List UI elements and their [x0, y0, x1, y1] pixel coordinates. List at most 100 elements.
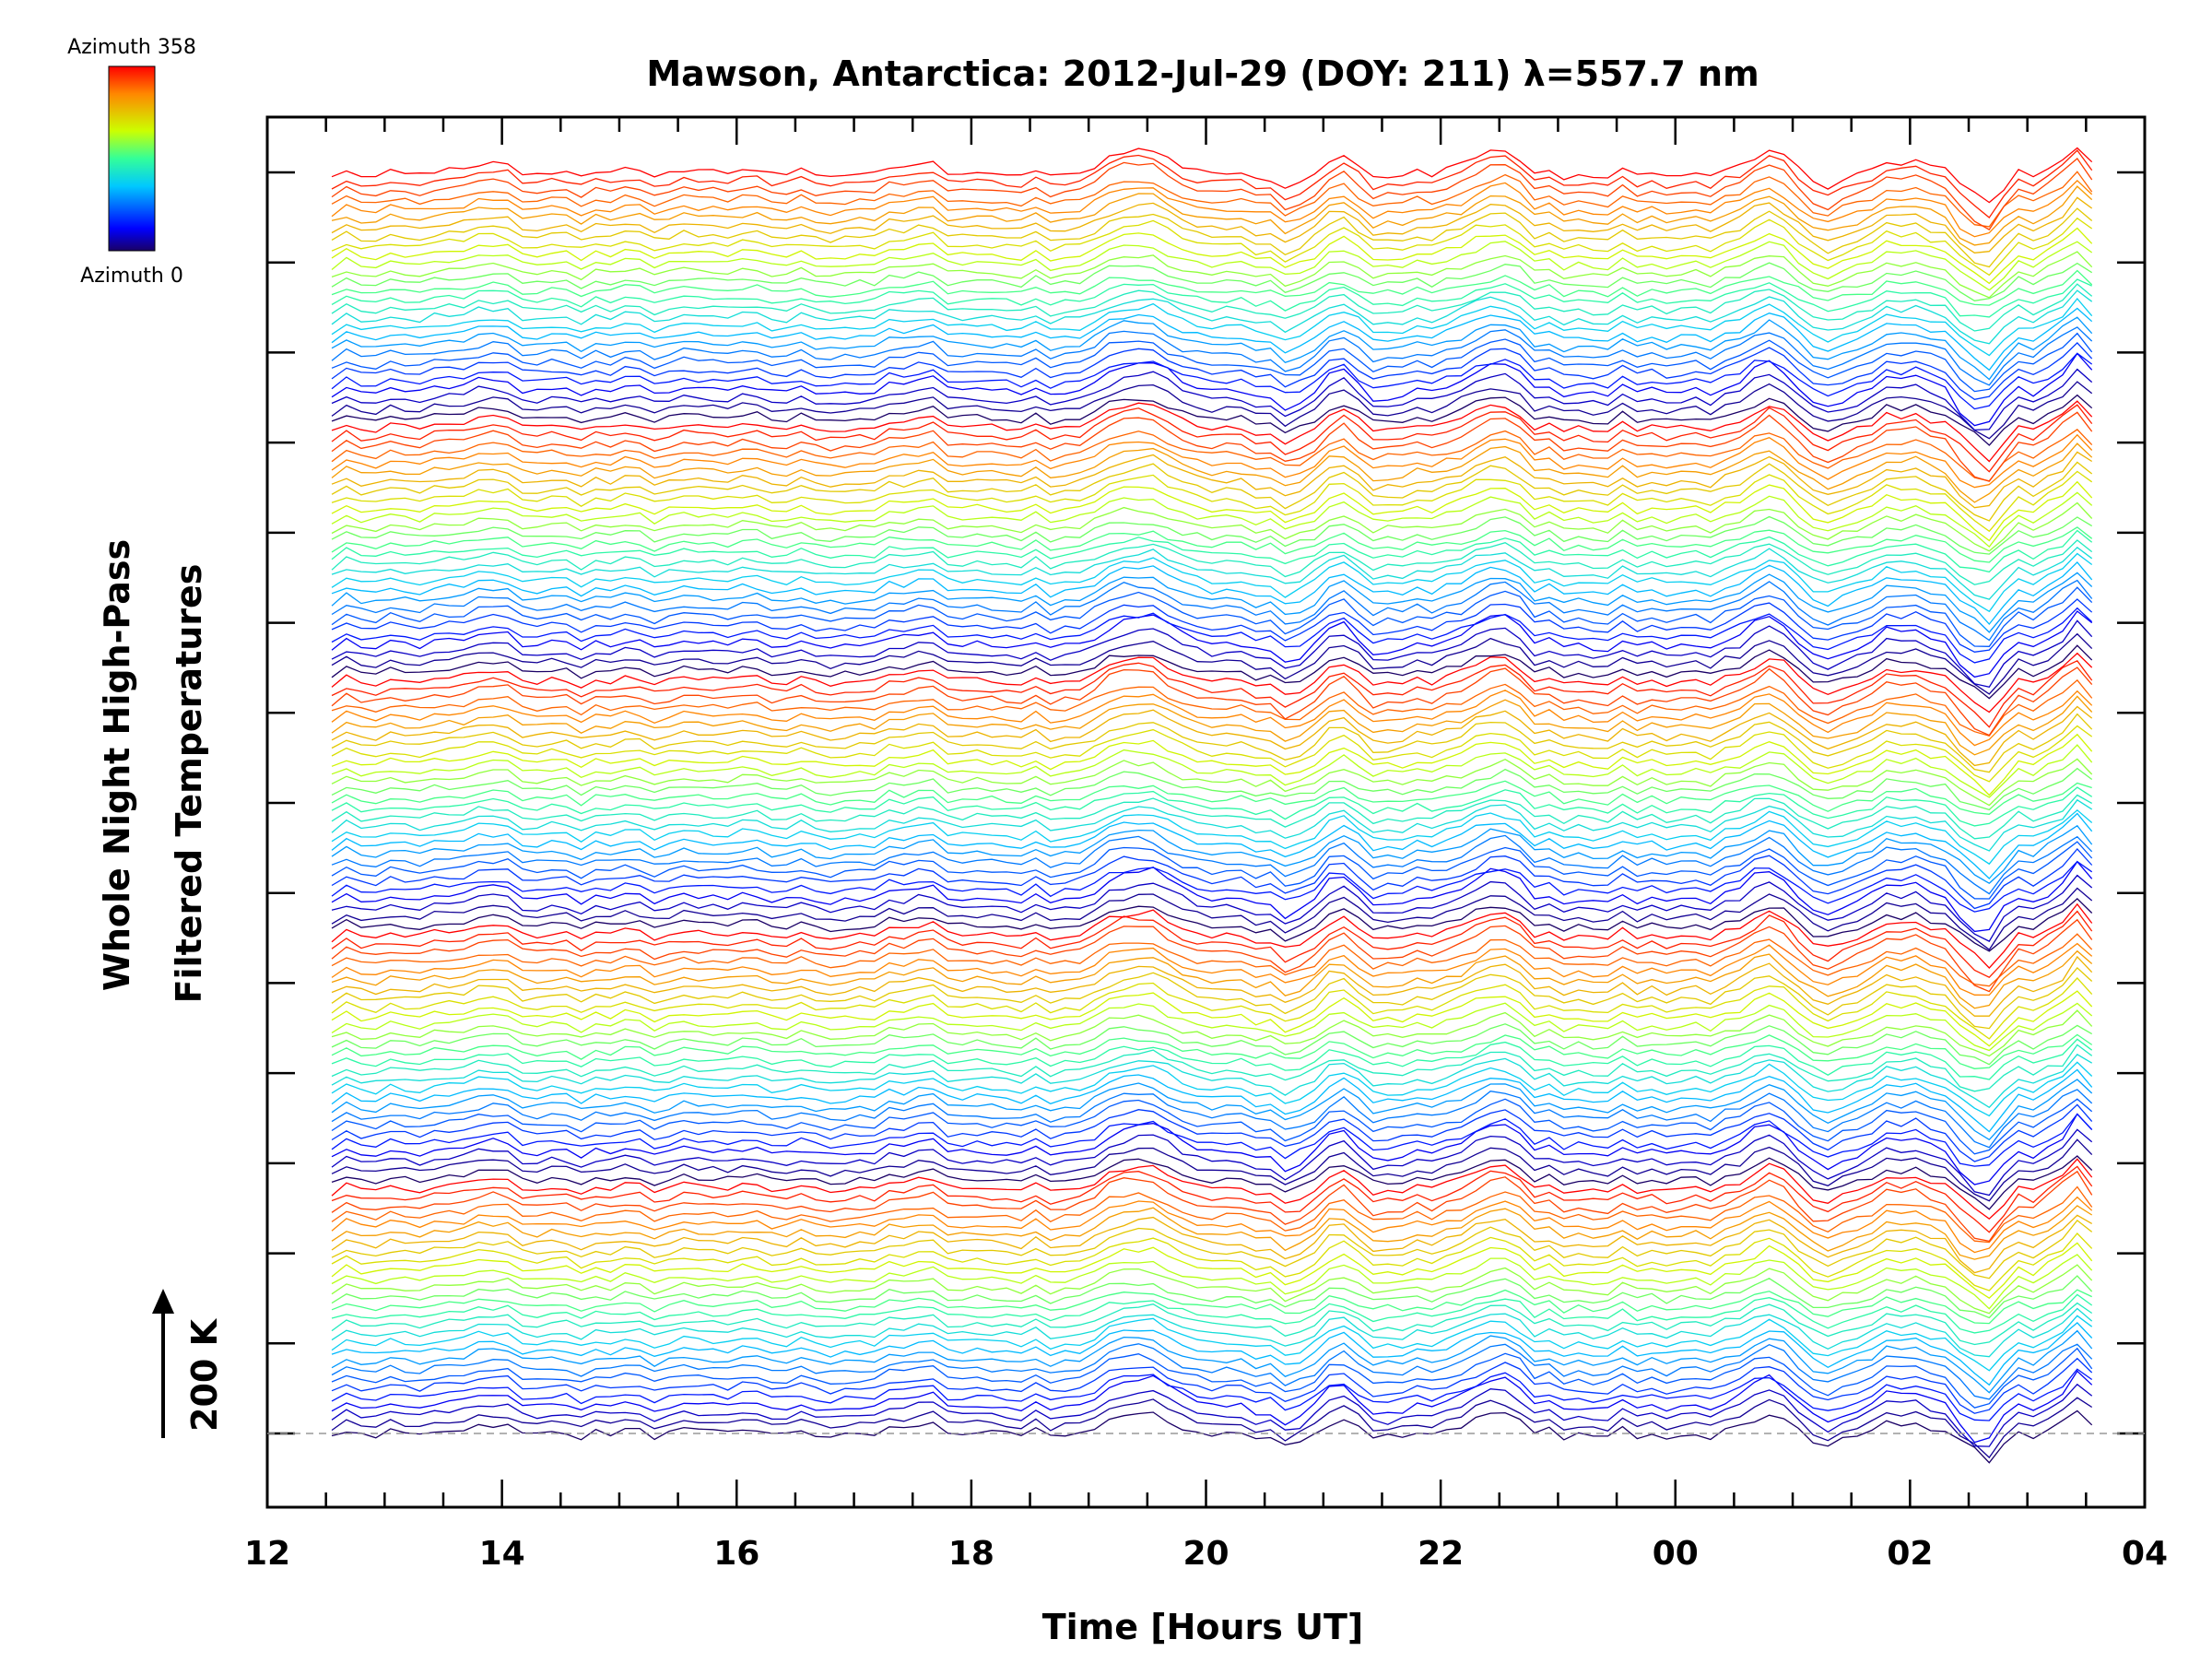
series-line: [331, 695, 2093, 756]
series-line: [331, 158, 2093, 230]
series-line: [331, 841, 2093, 900]
series-line: [331, 400, 2093, 463]
series-line: [331, 1289, 2092, 1325]
series-line: [331, 955, 2093, 1017]
y-axis-label: Whole Night High-Pass Filtered Temperatu…: [97, 539, 209, 1003]
colorbar: Azimuth 358 Azimuth 0: [67, 36, 196, 288]
series-line: [331, 780, 2092, 815]
series-line: [331, 147, 2093, 204]
series-line: [331, 1329, 2093, 1394]
series-line: [331, 767, 2093, 811]
series-line: [331, 874, 2093, 942]
series-line: [331, 918, 2093, 993]
x-tick-label: 22: [1418, 1535, 1464, 1573]
series-line: [331, 1307, 2093, 1358]
series-line: [331, 552, 2093, 613]
series-line: [331, 1158, 2093, 1221]
series-line: [331, 1068, 2093, 1133]
series-line: [331, 808, 2093, 866]
series-line: [331, 352, 2093, 410]
series-line: [331, 1170, 2093, 1243]
series-line: [331, 579, 2093, 642]
series-line: [331, 1002, 2093, 1052]
series-line: [331, 942, 2093, 997]
series-line: [331, 1368, 2093, 1421]
series-line: [331, 1038, 2093, 1080]
series-line: [331, 1219, 2093, 1280]
series-line: [331, 1128, 2093, 1197]
series-line: [331, 572, 2093, 633]
series-line: [331, 1293, 2093, 1334]
series-line: [331, 1233, 2093, 1291]
series-group: [331, 147, 2093, 1464]
plot-area: [267, 117, 2145, 1507]
x-axis-label: Time [Hours UT]: [1042, 1607, 1364, 1647]
colorbar-max-label: Azimuth 358: [67, 36, 196, 59]
series-line: [331, 786, 2093, 827]
series-line: [331, 185, 2093, 246]
series-line: [331, 713, 2093, 773]
x-tick-label: 00: [1653, 1535, 1699, 1573]
series-line: [331, 848, 2093, 910]
series-line: [331, 1113, 2093, 1185]
x-tick-label: 20: [1182, 1535, 1229, 1573]
series-line: [331, 1089, 2093, 1149]
series-line: [331, 404, 2093, 473]
series-line: [331, 289, 2093, 345]
series-line: [331, 644, 2093, 700]
series-line: [331, 933, 2093, 987]
series-line: [331, 666, 2093, 737]
series-line: [331, 705, 2093, 767]
series-line: [331, 1113, 2093, 1167]
scale-bar-arrow-head: [152, 1289, 174, 1314]
x-tick-label: 12: [244, 1535, 290, 1573]
series-line: [331, 1343, 2093, 1400]
series-line: [331, 725, 2093, 783]
series-line: [331, 1370, 2093, 1444]
series-line: [331, 949, 2093, 1009]
series-line: [331, 411, 2093, 482]
series-line: [331, 1103, 2093, 1162]
x-tick-label: 02: [1887, 1535, 1933, 1573]
series-line: [331, 480, 2093, 542]
series-line: [331, 898, 2093, 952]
series-line: [331, 560, 2093, 626]
series-line: [331, 1138, 2093, 1202]
series-line: [331, 586, 2093, 647]
series-line: [331, 1098, 2093, 1155]
series-line: [331, 812, 2093, 879]
series-line: [331, 1302, 2093, 1346]
y-axis-label-line2: Filtered Temperatures: [169, 564, 209, 1004]
series-line: [331, 1185, 2093, 1244]
series-line: [331, 632, 2093, 695]
series-line: [331, 652, 2093, 714]
series-line: [331, 744, 2093, 798]
series-line: [331, 196, 2093, 254]
series-line: [331, 824, 2093, 885]
x-tick-label: 16: [713, 1535, 759, 1573]
series-line: [331, 283, 2093, 332]
x-axis: 12 14 16 18 20 22 00 02 04: [244, 117, 2168, 1573]
series-line: [331, 278, 2092, 318]
series-line: [331, 341, 2093, 400]
series-line: [331, 251, 2093, 299]
series-line: [331, 1322, 2093, 1386]
series-line: [331, 619, 2093, 689]
series-line: [331, 1357, 2093, 1414]
series-line: [331, 529, 2093, 573]
colorbar-min-label: Azimuth 0: [80, 265, 183, 288]
series-line: [331, 1275, 2093, 1319]
series-line: [331, 217, 2093, 277]
x-tick-label: 14: [479, 1535, 525, 1573]
series-line: [331, 860, 2093, 933]
series-line: [331, 834, 2093, 895]
series-line: [331, 1023, 2093, 1066]
series-line: [331, 690, 2093, 747]
series-line: [331, 442, 2093, 503]
series-line: [331, 798, 2093, 852]
series-line: [331, 1254, 2093, 1310]
series-line: [331, 1347, 2093, 1409]
series-line: [331, 326, 2093, 386]
